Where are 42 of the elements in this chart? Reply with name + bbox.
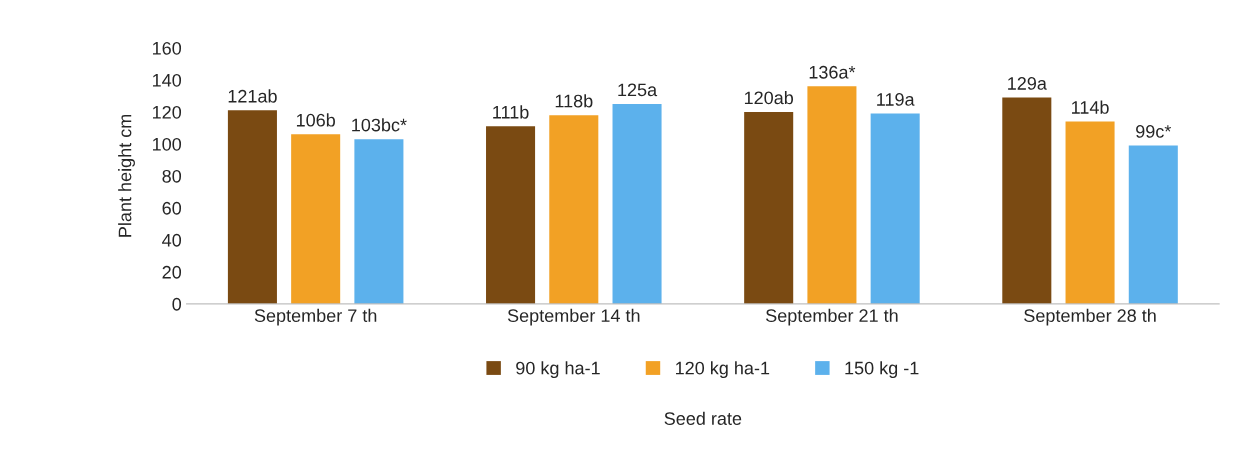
y-tick-label: 0	[172, 297, 182, 311]
x-tick-label: September 28 th	[1024, 308, 1156, 326]
y-tick-label: 40	[162, 233, 182, 247]
x-tick-label: September 14 th	[507, 308, 640, 326]
legend-label: 120 kg ha-1	[676, 361, 770, 379]
bar	[227, 110, 277, 304]
data-label: 118b	[555, 94, 593, 108]
data-label: 129a	[1008, 77, 1047, 90]
y-tick-label: 100	[152, 137, 182, 151]
bar	[549, 115, 599, 304]
y-tick-label: 20	[162, 265, 182, 279]
data-label: 103bc*	[352, 118, 407, 132]
legend-label: 90 kg ha-1	[516, 361, 600, 379]
bar	[291, 134, 341, 304]
bar	[1002, 97, 1052, 304]
x-axis-title: Seed rate	[664, 411, 742, 425]
data-label: 106b	[296, 113, 335, 127]
legend-label: 150 kg -1	[845, 361, 919, 379]
y-tick-label: 120	[152, 105, 182, 119]
data-label: 125a	[618, 83, 658, 97]
x-tick-label: September 21 th	[766, 308, 898, 326]
y-tick-label: 160	[152, 41, 182, 55]
x-tick-label: September 7 th	[254, 308, 377, 326]
data-label: 99c*	[1136, 125, 1172, 138]
bar	[807, 86, 857, 304]
y-tick-label: 80	[162, 169, 182, 183]
y-tick-label: 60	[162, 201, 182, 215]
data-label: 136a*	[809, 65, 856, 79]
bar	[1065, 121, 1115, 304]
y-axis-title: Plant height cm	[118, 114, 135, 237]
bar	[486, 126, 536, 304]
data-label: 114b	[1072, 100, 1109, 114]
bar	[870, 113, 920, 304]
bar	[354, 139, 404, 304]
bar	[744, 111, 794, 304]
data-label: 121ab	[228, 89, 277, 103]
data-label: 120ab	[744, 90, 794, 105]
bar	[1128, 145, 1178, 304]
y-tick-label: 140	[152, 73, 182, 87]
bar	[612, 103, 662, 304]
data-label: 119a	[877, 93, 915, 106]
data-label: 111b	[493, 105, 529, 119]
